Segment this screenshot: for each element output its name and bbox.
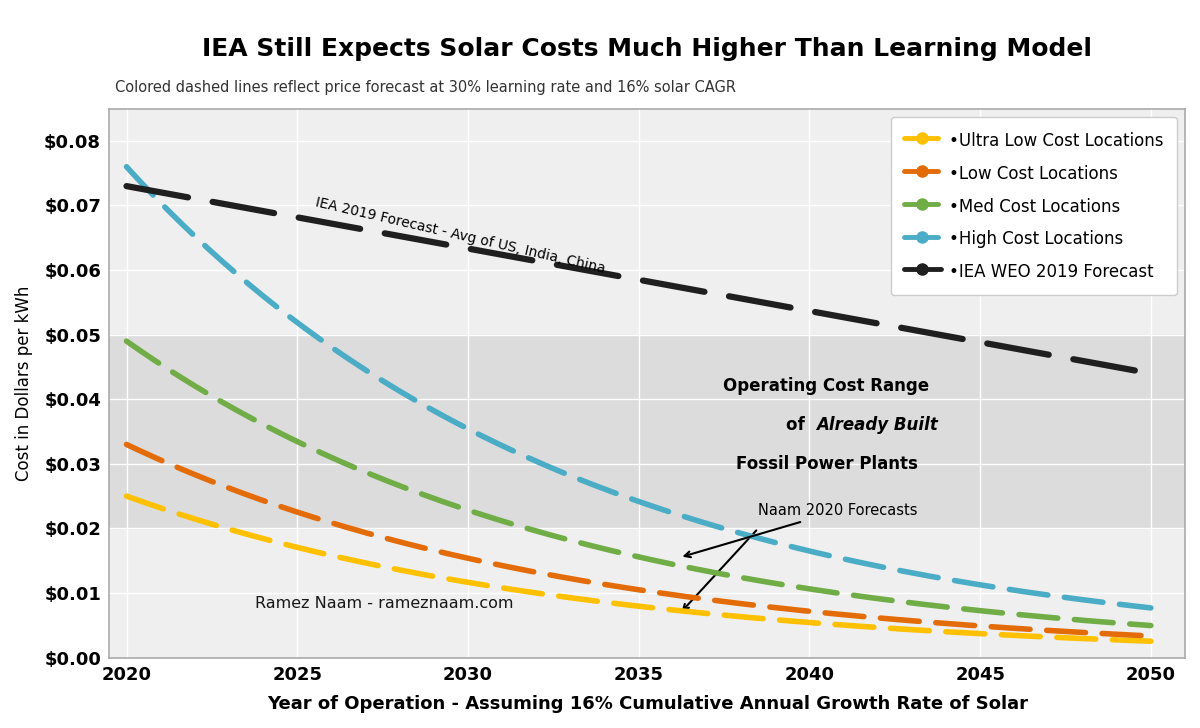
Legend: •Ultra Low Cost Locations, •Low Cost Locations, •Med Cost Locations, •High Cost : •Ultra Low Cost Locations, •Low Cost Loc… [890, 117, 1177, 296]
Bar [109, 335, 1186, 529]
X-axis label: Year of Operation - Assuming 16% Cumulative Annual Growth Rate of Solar: Year of Operation - Assuming 16% Cumulat… [266, 695, 1027, 713]
Text: Colored dashed lines reflect price forecast at 30% learning rate and 16% solar C: Colored dashed lines reflect price forec… [115, 80, 736, 95]
Text: Fossil Power Plants: Fossil Power Plants [736, 455, 918, 472]
Text: Operating Cost Range: Operating Cost Range [724, 377, 930, 395]
Text: IEA 2019 Forecast - Avg of US, India, China: IEA 2019 Forecast - Avg of US, India, Ch… [314, 196, 607, 277]
Text: of: of [786, 416, 810, 434]
Title: IEA Still Expects Solar Costs Much Higher Than Learning Model: IEA Still Expects Solar Costs Much Highe… [203, 37, 1092, 61]
Text: Ramez Naam - rameznaam.com: Ramez Naam - rameznaam.com [254, 596, 514, 611]
Y-axis label: Cost in Dollars per kWh: Cost in Dollars per kWh [16, 285, 34, 480]
Text: Already Built: Already Built [816, 416, 938, 434]
Text: Naam 2020 Forecasts: Naam 2020 Forecasts [684, 504, 918, 557]
